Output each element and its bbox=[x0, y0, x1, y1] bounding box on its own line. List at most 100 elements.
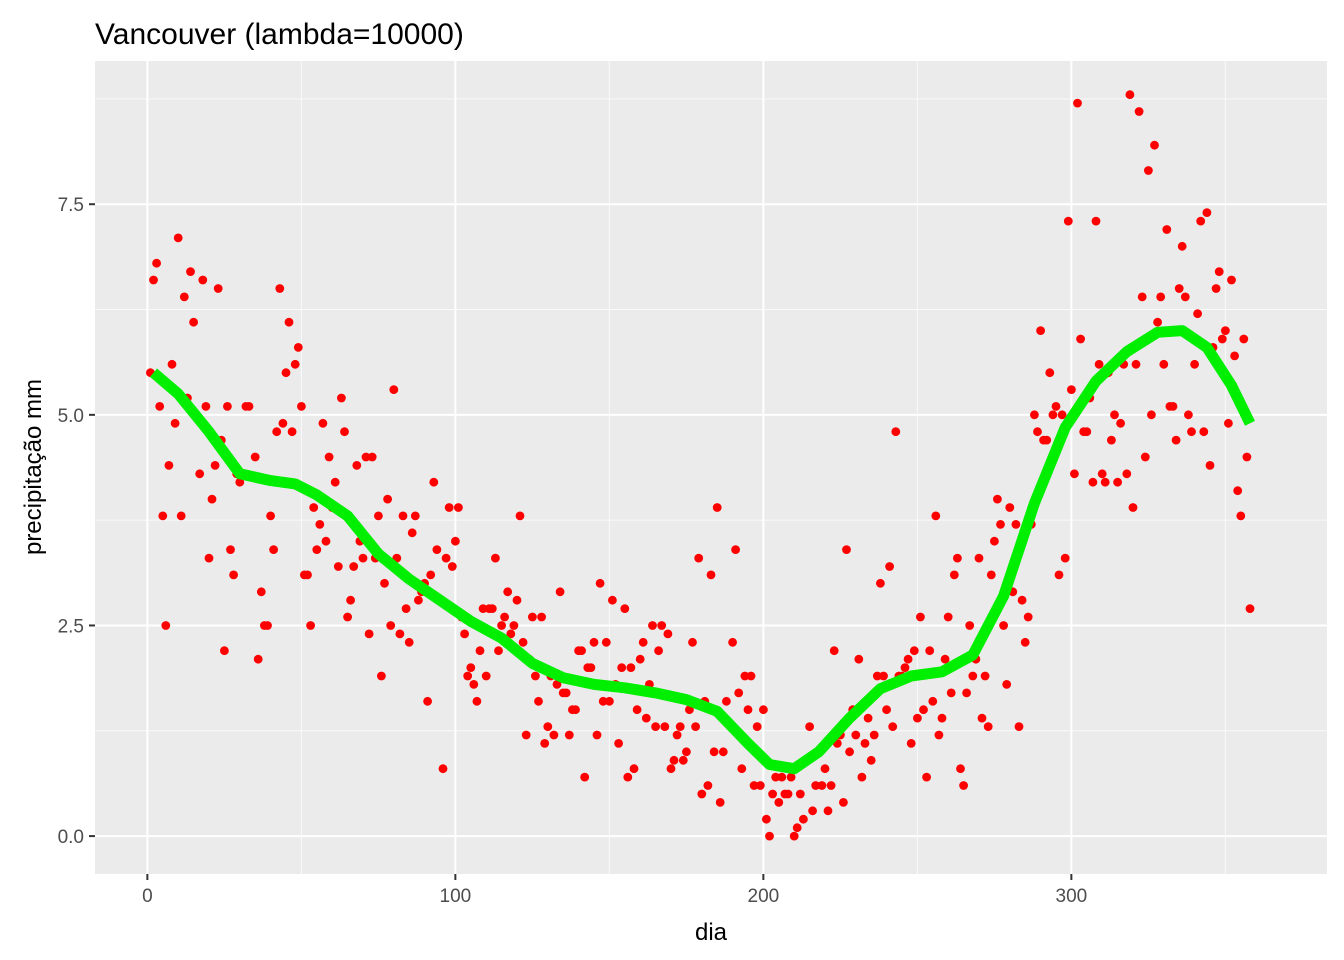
data-point bbox=[330, 477, 340, 487]
data-point bbox=[675, 722, 685, 731]
data-point bbox=[746, 671, 756, 681]
data-point bbox=[497, 621, 506, 630]
data-point bbox=[564, 730, 574, 740]
data-point bbox=[414, 595, 423, 605]
minor-grid bbox=[95, 61, 1327, 874]
data-point bbox=[990, 536, 999, 546]
data-point bbox=[983, 722, 993, 731]
data-point bbox=[829, 646, 839, 656]
data-point bbox=[762, 814, 771, 824]
data-point bbox=[158, 511, 168, 521]
data-point bbox=[866, 755, 876, 765]
data-point bbox=[324, 452, 334, 462]
data-point bbox=[685, 705, 694, 715]
data-point bbox=[743, 705, 753, 715]
data-point bbox=[703, 781, 713, 790]
data-point bbox=[340, 427, 349, 437]
data-point bbox=[438, 764, 448, 774]
data-point bbox=[207, 494, 217, 504]
data-point bbox=[1140, 452, 1150, 462]
data-point bbox=[213, 284, 223, 293]
data-point bbox=[377, 671, 386, 681]
data-point bbox=[614, 739, 623, 748]
data-point bbox=[959, 781, 968, 790]
smoothed-line-group bbox=[149, 325, 1255, 775]
data-point bbox=[463, 671, 473, 681]
data-point bbox=[454, 503, 463, 512]
data-point bbox=[1017, 595, 1027, 605]
data-point bbox=[734, 688, 744, 698]
data-point bbox=[993, 494, 1002, 504]
data-point bbox=[1196, 216, 1206, 226]
data-point bbox=[752, 722, 762, 731]
y-axis-title: precipitação mm bbox=[20, 379, 47, 555]
data-point bbox=[176, 511, 186, 521]
x-axis-title: dia bbox=[695, 919, 728, 946]
data-point bbox=[839, 798, 848, 807]
data-point bbox=[672, 730, 682, 740]
data-point bbox=[278, 418, 288, 428]
data-point bbox=[429, 477, 439, 487]
data-point bbox=[694, 553, 704, 563]
data-point bbox=[1042, 435, 1052, 445]
data-point bbox=[632, 705, 642, 715]
data-point bbox=[494, 646, 503, 656]
data-point bbox=[386, 621, 396, 630]
data-point bbox=[358, 553, 368, 563]
data-point bbox=[1233, 486, 1243, 496]
data-point bbox=[395, 629, 405, 639]
data-point bbox=[919, 705, 928, 715]
data-point bbox=[1011, 520, 1021, 529]
data-point bbox=[401, 604, 411, 613]
data-point bbox=[515, 511, 525, 521]
data-point bbox=[253, 654, 263, 664]
data-point bbox=[629, 764, 639, 774]
data-point bbox=[364, 629, 374, 639]
data-point bbox=[1159, 359, 1169, 369]
scatter-points bbox=[146, 90, 1255, 841]
data-point bbox=[851, 730, 861, 740]
data-point bbox=[407, 528, 417, 538]
data-point bbox=[651, 722, 660, 731]
data-point bbox=[491, 553, 500, 563]
data-point bbox=[549, 730, 559, 740]
data-point bbox=[1168, 402, 1178, 411]
data-point bbox=[410, 511, 420, 521]
data-point bbox=[472, 696, 482, 706]
data-point bbox=[293, 343, 303, 352]
data-point bbox=[962, 688, 971, 698]
y-tick-label: 7.5 bbox=[58, 195, 84, 216]
data-point bbox=[740, 671, 750, 681]
data-point bbox=[620, 604, 630, 613]
data-point bbox=[1202, 208, 1212, 218]
data-point bbox=[297, 402, 306, 411]
data-point bbox=[605, 696, 614, 706]
data-point bbox=[337, 393, 346, 403]
data-point bbox=[469, 680, 479, 689]
data-point bbox=[398, 511, 408, 521]
data-point bbox=[845, 747, 854, 757]
data-point bbox=[768, 789, 777, 799]
y-tick-label: 5.0 bbox=[58, 406, 84, 427]
data-point bbox=[164, 461, 174, 470]
data-point bbox=[617, 663, 627, 672]
data-point bbox=[346, 595, 355, 605]
data-point bbox=[641, 713, 651, 723]
data-point bbox=[220, 646, 229, 656]
data-point bbox=[1184, 410, 1193, 420]
data-point bbox=[879, 671, 888, 681]
data-point bbox=[1227, 275, 1236, 285]
data-point bbox=[885, 562, 894, 571]
data-point bbox=[1073, 98, 1082, 108]
data-point bbox=[1002, 680, 1012, 689]
data-point bbox=[444, 503, 454, 512]
data-point bbox=[478, 604, 488, 613]
data-point bbox=[888, 722, 898, 731]
data-point bbox=[968, 671, 978, 681]
data-point bbox=[946, 688, 956, 698]
data-point bbox=[648, 621, 657, 630]
data-point bbox=[928, 696, 938, 706]
data-point bbox=[808, 806, 817, 816]
data-point bbox=[543, 722, 553, 731]
data-point bbox=[592, 730, 602, 740]
